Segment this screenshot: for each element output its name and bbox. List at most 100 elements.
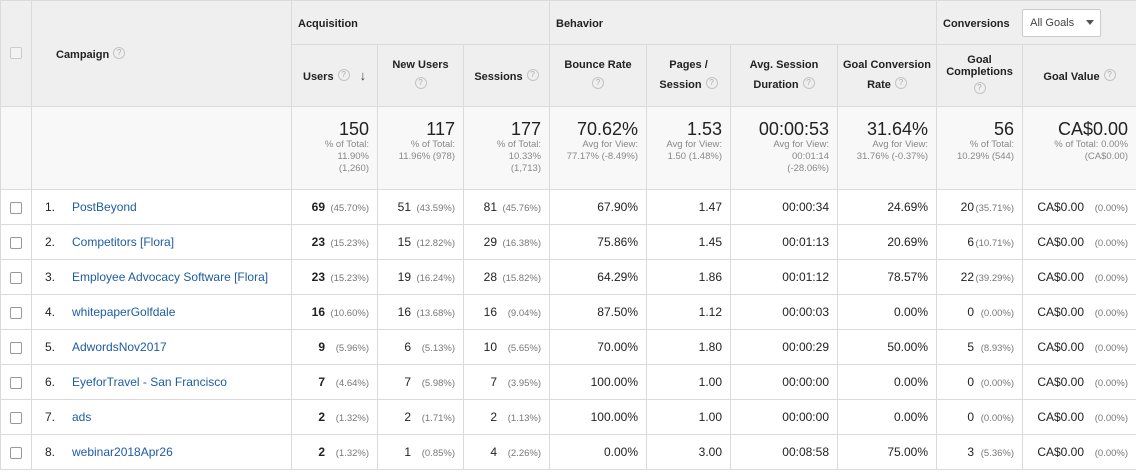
help-icon[interactable]: ?: [973, 82, 986, 95]
sessions-value: 7: [490, 375, 497, 389]
campaign-link[interactable]: PostBeyond: [72, 200, 137, 215]
help-icon[interactable]: ?: [705, 77, 718, 90]
column-header-row: Users? ↓ New Users ? Sessions? Bounce Rat…: [1, 44, 1136, 107]
table-row[interactable]: 4. whitepaperGolfdale 16 (10.60%) 16 (13.68…: [0, 294, 1136, 330]
row-checkbox-cell[interactable]: [0, 294, 32, 330]
help-icon[interactable]: ?: [1103, 69, 1116, 82]
campaign-link[interactable]: Employee Advocacy Software [Flora]: [72, 270, 269, 285]
sort-down-icon[interactable]: ↓: [359, 67, 367, 83]
bounce-rate-header[interactable]: Bounce Rate ?: [549, 44, 647, 107]
row-checkbox-cell[interactable]: [0, 189, 32, 225]
new-users-value: 2: [404, 410, 411, 424]
total-bounce-rate: 70.62% Avg for View: 77.17% (-8.49%): [549, 106, 647, 190]
table-row[interactable]: 6. EyeforTravel - San Francisco 7 (4.64%) …: [0, 364, 1136, 400]
total-sub: % of Total:: [496, 139, 541, 150]
goal-completions-percent: (0.00%): [980, 308, 1015, 319]
sessions-percent: (45.76%): [502, 203, 541, 214]
help-icon[interactable]: ?: [802, 77, 815, 90]
avg-session-duration-value: 00:00:03: [782, 305, 829, 319]
table-row[interactable]: 3. Employee Advocacy Software [Flora] 23 (…: [0, 259, 1136, 295]
help-icon[interactable]: ?: [894, 77, 907, 90]
row-checkbox-cell[interactable]: [0, 224, 32, 260]
campaign-link[interactable]: ads: [72, 410, 92, 425]
table-row[interactable]: 2. Competitors [Flora] 23 (15.23%) 15 (12.8…: [0, 224, 1136, 260]
sessions-header[interactable]: Sessions?: [463, 44, 550, 107]
help-icon[interactable]: ?: [526, 69, 539, 82]
row-checkbox[interactable]: [10, 236, 22, 249]
campaign-header[interactable]: Campaign?: [31, 0, 292, 107]
pages-session-value: 1.86: [698, 270, 722, 284]
campaign-cell: 1. PostBeyond: [31, 189, 292, 225]
goal-completions-cell: 20(35.71%): [936, 189, 1024, 225]
totals-row: 150 % of Total: 11.90% (1,260) 117 % of …: [0, 106, 1136, 190]
table-row[interactable]: 5. AdwordsNov2017 9 (5.96%) 6 (5.13%) 10 (5.…: [0, 329, 1136, 365]
table-row[interactable]: 1. PostBeyond 69 (45.70%) 51 (43.59%) 81 (45…: [0, 189, 1136, 225]
avg-session-duration-cell: 00:00:00: [730, 364, 838, 400]
row-checkbox[interactable]: [10, 446, 22, 459]
bounce-rate-value: 75.86%: [597, 235, 638, 249]
users-percent: (10.60%): [330, 308, 369, 319]
help-icon[interactable]: ?: [113, 47, 126, 60]
users-percent: (5.96%): [335, 343, 369, 354]
table-row[interactable]: 8. webinar2018Apr26 2 (1.32%) 1 (0.85%) 4 (2…: [0, 434, 1136, 470]
total-value: CA$0.00: [1057, 119, 1129, 139]
row-checkbox[interactable]: [10, 341, 22, 354]
row-checkbox-cell[interactable]: [0, 259, 32, 295]
goal-value-header[interactable]: Goal Value?: [1022, 44, 1136, 107]
row-index: 5.: [45, 340, 56, 355]
row-checkbox-cell[interactable]: [0, 364, 32, 400]
select-all-cell[interactable]: [0, 0, 32, 107]
campaign-link[interactable]: EyeforTravel - San Francisco: [72, 375, 227, 390]
goal-conversion-rate-cell: 0.00%: [836, 294, 938, 330]
row-checkbox[interactable]: [10, 271, 22, 284]
row-checkbox-cell[interactable]: [0, 434, 32, 470]
goal-completions-header[interactable]: Goal Completions ?: [936, 44, 1024, 107]
row-checkbox[interactable]: [10, 201, 22, 214]
goal-select[interactable]: All Goals: [1022, 8, 1102, 37]
pages-session-header[interactable]: Pages / Session?: [646, 44, 731, 107]
help-icon[interactable]: ?: [414, 77, 427, 90]
new-users-header[interactable]: New Users ?: [377, 44, 464, 107]
goal-conversion-rate-cell: 20.69%: [836, 224, 938, 260]
total-value: 70.62%: [576, 119, 638, 139]
goal-completions-percent: (0.00%): [980, 378, 1015, 389]
sessions-value: 28: [483, 270, 497, 284]
pages-session-value: 1.00: [698, 410, 722, 424]
data-rows: 1. PostBeyond 69 (45.70%) 51 (43.59%) 81 (45…: [0, 189, 1136, 470]
campaign-link[interactable]: Competitors [Flora]: [72, 235, 175, 250]
total-goal-conversion-rate: 31.64% Avg for View: 31.76% (-0.37%): [836, 106, 938, 190]
help-icon[interactable]: ?: [592, 77, 604, 90]
totals-label-cell: [31, 106, 292, 190]
row-checkbox-cell[interactable]: [0, 399, 32, 435]
select-all-checkbox[interactable]: [10, 47, 22, 60]
goal-value-value: CA$0.00: [1037, 200, 1085, 214]
campaign-link[interactable]: webinar2018Apr26: [72, 445, 173, 460]
goal-conv-header-line2: Rate: [867, 78, 891, 91]
avg-session-header-line2: Duration: [753, 78, 799, 91]
group-header-row: Campaign? Acquisition Behavior Conversio…: [0, 0, 1136, 107]
goal-conversion-rate-header[interactable]: Goal Conversion Rate?: [836, 44, 938, 107]
campaign-link[interactable]: AdwordsNov2017: [72, 340, 167, 355]
users-cell: 16 (10.60%): [291, 294, 378, 330]
row-checkbox[interactable]: [10, 306, 22, 319]
users-percent: (45.70%): [330, 203, 369, 214]
conversions-group: Conversions All Goals: [936, 0, 1136, 45]
total-goal-completions: 56 % of Total: 10.29% (544): [936, 106, 1024, 190]
avg-session-duration-value: 00:01:12: [782, 270, 829, 284]
goal-conversion-rate-value: 24.69%: [887, 200, 929, 214]
avg-session-duration-cell: 00:00:29: [730, 329, 838, 365]
row-checkbox[interactable]: [10, 411, 22, 424]
table-row[interactable]: 7. ads 2 (1.32%) 2 (1.71%) 2 (1.13%) 100.00%…: [0, 399, 1136, 435]
avg-session-duration-header[interactable]: Avg. Session Duration?: [730, 44, 838, 107]
campaign-link[interactable]: whitepaperGolfdale: [72, 305, 176, 320]
goal-conversion-rate-cell: 75.00%: [836, 434, 938, 470]
goal-completions-value: 6: [967, 235, 975, 249]
row-checkbox[interactable]: [10, 376, 22, 389]
users-header[interactable]: Users? ↓: [291, 44, 378, 107]
goal-completions-percent: (5.36%): [980, 448, 1015, 459]
row-checkbox-cell[interactable]: [0, 329, 32, 365]
new-users-value: 51: [397, 200, 411, 214]
help-icon[interactable]: ?: [337, 69, 350, 82]
bounce-rate-cell: 0.00%: [549, 434, 647, 470]
